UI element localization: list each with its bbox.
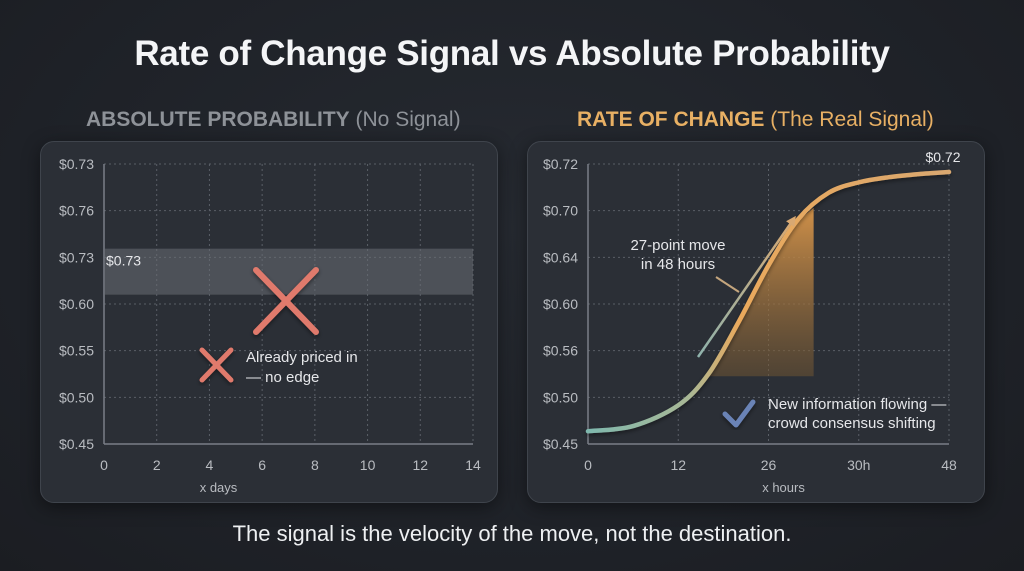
x-tick-label: 26	[761, 457, 777, 473]
x-tick-label: 4	[206, 457, 214, 473]
series-line-probability-curve	[585, 169, 952, 434]
y-tick-label: $0.60	[59, 296, 94, 312]
x-axis-ticks: 0 12 26 30h 48	[584, 457, 957, 473]
y-tick-label: $0.76	[59, 203, 94, 219]
y-tick-label: $0.64	[543, 249, 578, 265]
absolute-probability-panel: $0.73 $0.76 $0.73 $0.60 $0.55 $0.50 $0.45 0 2 4 6…	[40, 141, 498, 503]
footer-caption: The signal is the velocity of the move, …	[232, 521, 792, 546]
absolute-probability-chart: $0.73 $0.76 $0.73 $0.60 $0.55 $0.50 $0.45 0 2 4 6…	[59, 156, 481, 495]
y-axis-ticks: $0.73 $0.76 $0.73 $0.60 $0.55 $0.50 $0.45	[59, 156, 94, 452]
y-tick-label: $0.45	[59, 436, 94, 452]
y-tick-label: $0.50	[543, 389, 578, 405]
x-tick-label: 0	[100, 457, 108, 473]
x-tick-label: 48	[941, 457, 957, 473]
check-icon	[722, 399, 756, 428]
page-title: Rate of Change Signal vs Absolute Probab…	[134, 34, 890, 73]
x-tick-label: 12	[412, 457, 428, 473]
note-line-1: Already priced in	[246, 349, 358, 366]
shaded-velocity-area	[708, 207, 814, 377]
note-line-2: crowd consensus shifting	[768, 415, 936, 432]
x-tick-label: 12	[670, 457, 686, 473]
y-tick-label: $0.73	[59, 249, 94, 265]
x-tick-label: 2	[153, 457, 161, 473]
right-panel-title-soft: (The Real Signal)	[770, 108, 934, 131]
large-x-icon	[253, 267, 319, 335]
x-axis-label: x hours	[762, 480, 805, 495]
x-tick-label: 10	[360, 457, 376, 473]
rate-of-change-panel: $0.72 $0.70 $0.64 $0.60 $0.56 $0.50 $0.45 0 12 2…	[527, 141, 985, 503]
x-tick-label: 0	[584, 457, 592, 473]
end-value-label: $0.72	[925, 149, 960, 165]
y-tick-label: $0.55	[59, 343, 94, 359]
note-line-1: New information flowing —	[768, 396, 946, 413]
left-panel-title-strong: ABSOLUTE PROBABILITY	[86, 108, 350, 131]
small-x-icon	[199, 347, 234, 383]
left-panel-title-soft: (No Signal)	[355, 108, 461, 131]
annotation-leader-line	[715, 276, 740, 293]
x-axis-ticks: 0 2 4 6 8 10 12 14	[100, 457, 481, 473]
right-panel-title-strong: RATE OF CHANGE	[577, 108, 765, 131]
y-tick-label: $0.45	[543, 436, 578, 452]
x-tick-label: 6	[258, 457, 266, 473]
velocity-arrow	[696, 215, 796, 358]
move-label-line-1: 27-point move	[630, 237, 725, 254]
y-tick-label: $0.60	[543, 296, 578, 312]
line-value-label: $0.73	[106, 252, 141, 268]
y-tick-label: $0.73	[59, 156, 94, 172]
right-panel-title: RATE OF CHANGE (The Real Signal)	[577, 108, 934, 132]
x-tick-label: 30h	[847, 457, 870, 473]
x-tick-label: 8	[311, 457, 319, 473]
note-line-2: — no edge	[246, 369, 319, 386]
y-tick-label: $0.72	[543, 156, 578, 172]
x-axis-label: x days	[200, 480, 238, 495]
y-axis-ticks: $0.72 $0.70 $0.64 $0.60 $0.56 $0.50 $0.45	[543, 156, 578, 452]
rate-of-change-chart: $0.72 $0.70 $0.64 $0.60 $0.56 $0.50 $0.45 0 12 2…	[543, 149, 961, 495]
x-tick-label: 14	[465, 457, 481, 473]
y-tick-label: $0.56	[543, 343, 578, 359]
y-tick-label: $0.50	[59, 389, 94, 405]
left-panel-title: ABSOLUTE PROBABILITY (No Signal)	[86, 108, 461, 132]
y-tick-label: $0.70	[543, 203, 578, 219]
move-label-line-2: in 48 hours	[641, 256, 715, 273]
